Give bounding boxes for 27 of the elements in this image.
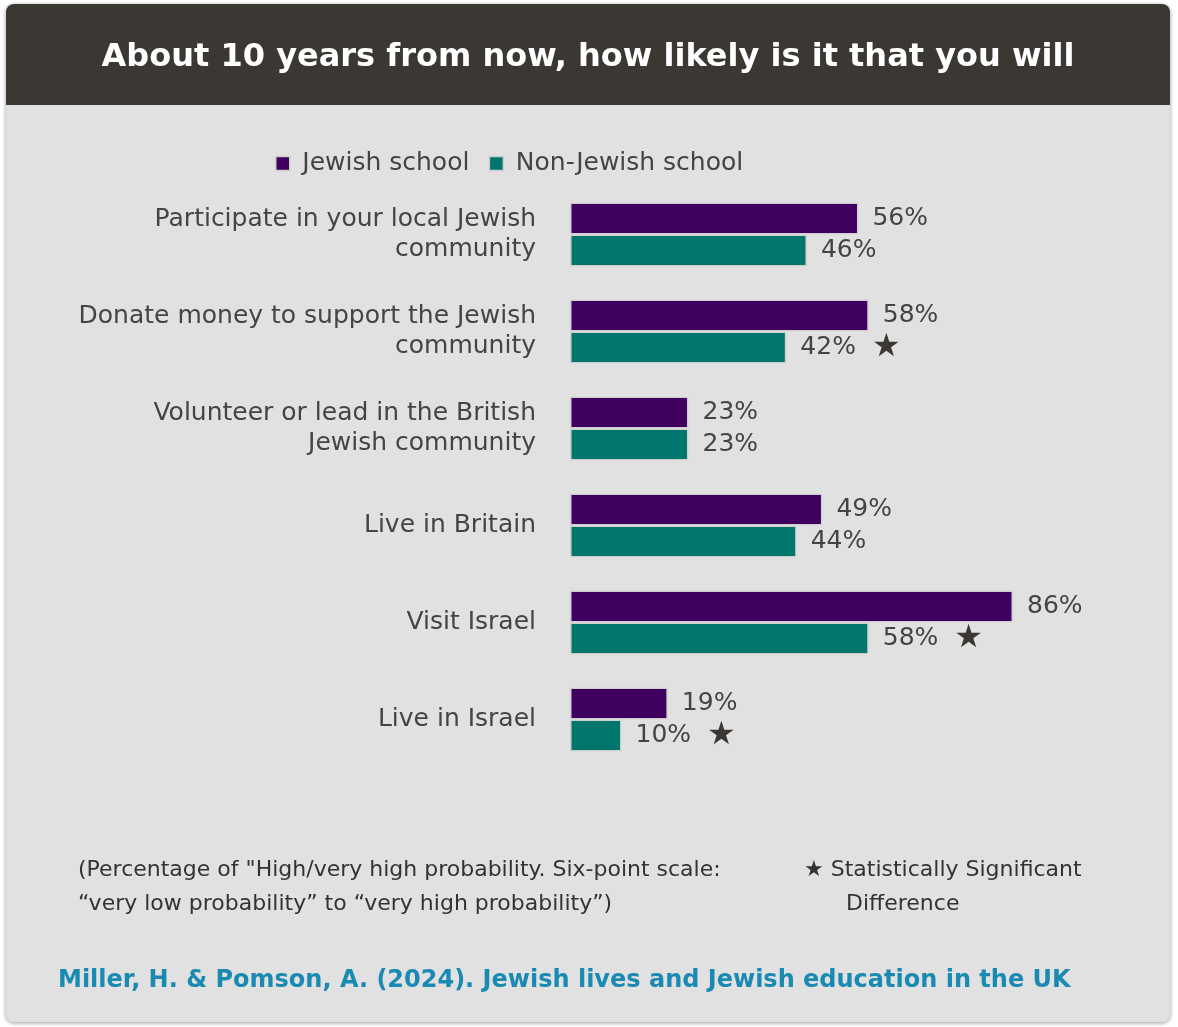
y-tick-label: Live in Britain: [363, 509, 536, 538]
data-label: 42%: [800, 331, 856, 361]
data-label: 19%: [681, 686, 738, 716]
chart-title: About 10 years from now, how likely is it that you will: [6, 4, 1170, 105]
y-tick-label: Volunteer or lead in the British Jewish community: [153, 397, 537, 456]
legend-label: Jewish school: [300, 147, 470, 176]
y-tick-label: Live in Israel: [377, 703, 536, 732]
data-label: 46%: [820, 234, 877, 264]
data-label: 86%: [1027, 589, 1083, 619]
legend-label: Non-Jewish school: [515, 147, 744, 176]
data-label: 10%: [635, 719, 692, 749]
data-label: 44%: [810, 525, 867, 555]
data-label: 23%: [702, 395, 759, 425]
annotation: ★: [707, 713, 736, 752]
annotation: ★: [954, 616, 984, 655]
data-label: 49%: [836, 492, 892, 522]
text: ★ Statistically Significant Difference: [804, 855, 1083, 917]
y-tick-label: Visit Israel: [406, 606, 536, 635]
text: (Percentage of "High/very high probability. Six-point scale: “very low probability” to “very high probability”): [78, 855, 722, 917]
annotation: ★: [871, 325, 901, 364]
y-tick-label: Donate money to support the Jewish community: [78, 300, 537, 359]
data-label: 23%: [702, 428, 759, 458]
text: Miller, H. & Pomson, A. (2024). Jewish lives and Jewish education in the UK: [58, 964, 1072, 995]
data-label: 58%: [882, 622, 939, 652]
y-tick-label: Participate in your local Jewish community: [154, 203, 537, 262]
data-label: 56%: [872, 201, 929, 231]
data-label: 58%: [882, 298, 939, 328]
